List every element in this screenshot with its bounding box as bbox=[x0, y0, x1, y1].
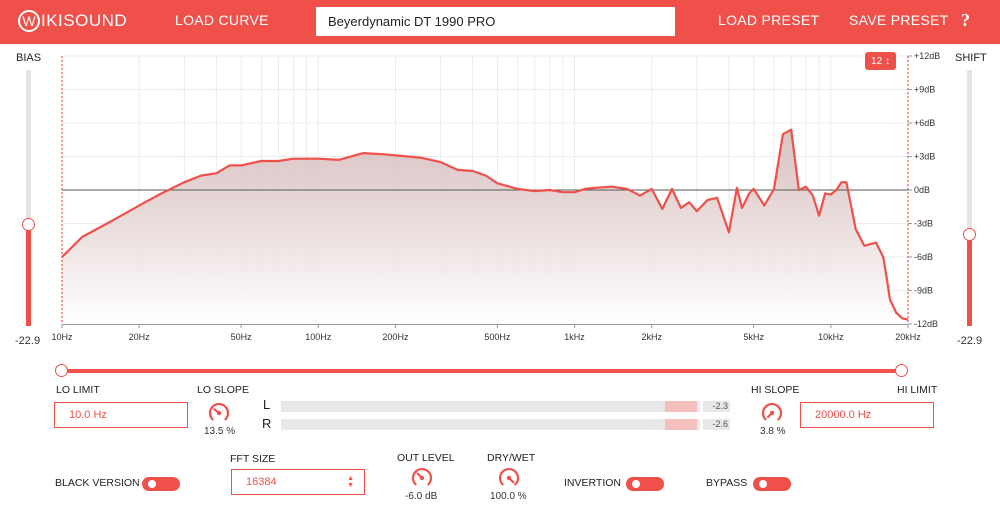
frequency-limit-slider[interactable] bbox=[62, 369, 902, 373]
meter-left-label: L bbox=[263, 397, 271, 412]
preset-name-input[interactable] bbox=[316, 7, 675, 36]
x-tick-label: 50Hz bbox=[231, 332, 253, 342]
dry-wet-value: 100.0 % bbox=[490, 491, 527, 502]
hi-limit-handle[interactable] bbox=[895, 364, 908, 377]
top-bar: W IKISOUND LOAD CURVE LOAD PRESET SAVE P… bbox=[0, 0, 1000, 44]
fft-size-label: FFT SIZE bbox=[230, 453, 276, 465]
meter-left-peak bbox=[665, 401, 697, 412]
meter-left-value: -2.3 bbox=[703, 401, 730, 412]
bias-slider-fill bbox=[26, 223, 31, 326]
bypass-label: BYPASS bbox=[706, 477, 748, 489]
meter-right-value: -2.6 bbox=[703, 419, 730, 430]
y-tick-label: +12dB bbox=[914, 51, 940, 61]
shift-slider-fill bbox=[967, 233, 972, 326]
x-tick-label: 5kHz bbox=[743, 332, 764, 342]
load-curve-button[interactable]: LOAD CURVE bbox=[175, 12, 269, 28]
graph-resolution-select[interactable]: 12 ↕ bbox=[865, 52, 896, 70]
x-tick-label: 2kHz bbox=[641, 332, 662, 342]
black-version-label: BLACK VERSION bbox=[55, 477, 140, 489]
shift-value: -22.9 bbox=[957, 335, 983, 347]
shift-slider-track[interactable] bbox=[967, 70, 972, 326]
x-tick-label: 20Hz bbox=[129, 332, 151, 342]
bias-slider-handle[interactable] bbox=[22, 217, 35, 231]
out-level-dial-icon[interactable] bbox=[410, 466, 434, 490]
lo-slope-dial-icon[interactable] bbox=[207, 401, 231, 425]
bias-value: -22.9 bbox=[15, 335, 41, 347]
hi-slope-dial-icon[interactable] bbox=[760, 401, 784, 425]
x-tick-label: 100Hz bbox=[305, 332, 332, 342]
hi-limit-input[interactable]: 20000.0 Hz bbox=[800, 402, 934, 428]
out-level-value: -6.0 dB bbox=[405, 491, 438, 502]
meter-right-peak bbox=[665, 419, 697, 430]
x-tick-label: 10kHz bbox=[818, 332, 844, 342]
help-button[interactable]: ? bbox=[961, 10, 970, 30]
hi-slope-value: 3.8 % bbox=[760, 426, 786, 437]
x-tick-label: 10Hz bbox=[51, 332, 73, 342]
meter-left-bar bbox=[281, 401, 700, 412]
logo-text: IKISOUND bbox=[41, 11, 128, 30]
bias-label: BIAS bbox=[16, 52, 42, 64]
bias-slider-track[interactable] bbox=[26, 70, 31, 326]
response-area bbox=[62, 129, 908, 324]
lo-slope-value: 13.5 % bbox=[204, 426, 236, 437]
meter-right-label: R bbox=[262, 416, 272, 431]
shift-label: SHIFT bbox=[955, 52, 987, 64]
y-tick-label: -12dB bbox=[914, 319, 938, 329]
lo-slope-label: LO SLOPE bbox=[197, 384, 249, 396]
logo: W IKISOUND bbox=[18, 8, 127, 34]
logo-mark: W bbox=[18, 10, 40, 32]
y-tick-label: -9dB bbox=[914, 286, 933, 296]
black-version-toggle[interactable] bbox=[142, 477, 180, 491]
lo-limit-handle[interactable] bbox=[55, 364, 68, 377]
load-preset-button[interactable]: LOAD PRESET bbox=[718, 12, 820, 28]
fft-size-select[interactable]: 16384 ▲ ▼ bbox=[231, 469, 365, 495]
bypass-toggle[interactable] bbox=[753, 477, 791, 491]
y-tick-label: +9dB bbox=[914, 85, 935, 95]
x-tick-label: 200Hz bbox=[382, 332, 409, 342]
y-tick-label: +6dB bbox=[914, 118, 935, 128]
hi-slope-label: HI SLOPE bbox=[751, 384, 800, 396]
save-preset-button[interactable]: SAVE PRESET bbox=[849, 12, 949, 28]
x-tick-label: 1kHz bbox=[564, 332, 585, 342]
y-tick-label: 0dB bbox=[914, 185, 930, 195]
black-version-toggle-knob bbox=[148, 480, 156, 488]
meter-right-bar bbox=[281, 419, 700, 430]
y-tick-label: -6dB bbox=[914, 252, 933, 262]
dry-wet-dial-icon[interactable] bbox=[497, 466, 521, 490]
bypass-toggle-knob bbox=[759, 480, 767, 488]
lo-limit-label: LO LIMIT bbox=[56, 384, 100, 396]
frequency-response-graph[interactable]: 10Hz 20Hz 50Hz 100Hz 200Hz 500Hz 1kHz 2kHz 5kHz 1… bbox=[0, 44, 1000, 354]
dry-wet-label: DRY/WET bbox=[487, 452, 536, 464]
response-curve bbox=[61, 128, 909, 321]
select-arrows-icon: ▲ ▼ bbox=[347, 475, 354, 489]
invertion-toggle-knob bbox=[632, 480, 640, 488]
shift-slider-handle[interactable] bbox=[963, 227, 976, 241]
invertion-toggle[interactable] bbox=[626, 477, 664, 491]
y-tick-label: +3dB bbox=[914, 152, 935, 162]
out-level-label: OUT LEVEL bbox=[397, 452, 455, 464]
y-tick-label: -3dB bbox=[914, 219, 933, 229]
invertion-label: INVERTION bbox=[564, 477, 621, 489]
hi-limit-label: HI LIMIT bbox=[897, 384, 938, 396]
x-tick-label: 500Hz bbox=[484, 332, 511, 342]
fft-size-value: 16384 bbox=[246, 476, 277, 488]
x-tick-label: 20kHz bbox=[895, 332, 921, 342]
lo-limit-input[interactable]: 10.0 Hz bbox=[54, 402, 188, 428]
